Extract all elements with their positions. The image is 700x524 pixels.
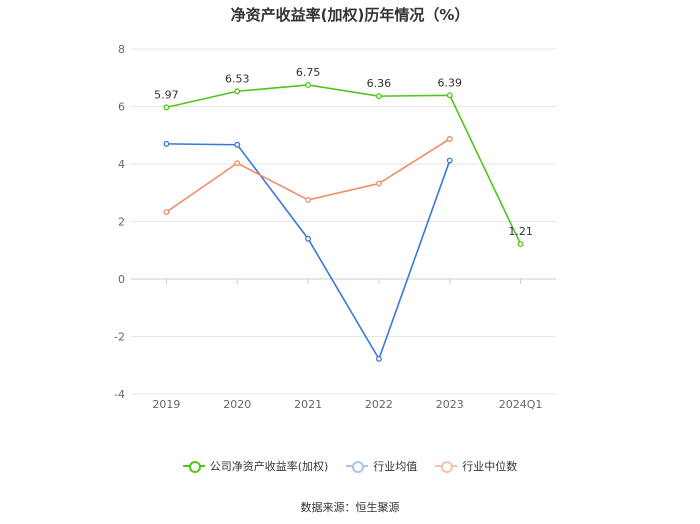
data-point-company-roe[interactable] — [305, 81, 312, 88]
series-company-roe — [163, 81, 524, 248]
legend-item-company-roe[interactable]: 公司净资产收益率(加权) — [182, 458, 329, 474]
grid-layer — [131, 48, 556, 395]
data-label-company-roe: 6.75 — [296, 66, 321, 79]
data-label-company-roe: 5.97 — [154, 88, 179, 101]
data-point-industry-mean[interactable] — [446, 157, 453, 164]
data-point-industry-mean[interactable] — [305, 235, 312, 242]
legend: 公司净资产收益率(加权) 行业均值 行业中位数 — [0, 458, 700, 474]
series-industry-mean — [163, 140, 453, 362]
x-tick-label: 2023 — [436, 398, 464, 411]
legend-label-company-roe: 公司净资产收益率(加权) — [209, 460, 329, 473]
y-tick-label: 2 — [118, 216, 125, 229]
x-tick-label: 2024Q1 — [499, 398, 543, 411]
data-label-company-roe: 6.39 — [438, 76, 463, 89]
x-tick-label: 2022 — [365, 398, 393, 411]
data-label-layer: 5.97 6.53 6.75 6.36 6.39 1.21 — [154, 66, 533, 238]
data-label-company-roe: 6.36 — [367, 77, 392, 90]
legend-item-industry-mean[interactable]: 行业均值 — [346, 458, 417, 474]
legend-label-industry-mean: 行业均值 — [373, 460, 418, 473]
data-point-company-roe[interactable] — [375, 93, 382, 100]
legend-swatch-industry-mean — [346, 461, 369, 473]
data-point-industry-mean[interactable] — [234, 141, 241, 148]
legend-label-industry-median: 行业中位数 — [462, 460, 518, 473]
chart-title: 净资产收益率(加权)历年情况（%） — [230, 6, 470, 24]
data-point-industry-mean[interactable] — [375, 355, 382, 362]
data-point-industry-median[interactable] — [163, 209, 170, 215]
y-tick-label: 4 — [118, 158, 125, 171]
data-point-company-roe[interactable] — [517, 241, 524, 248]
series-industry-median — [163, 136, 453, 215]
series-layer — [163, 81, 524, 362]
data-point-industry-median[interactable] — [305, 196, 312, 203]
data-label-company-roe: 6.53 — [225, 72, 250, 85]
legend-item-industry-median[interactable]: 行业中位数 — [435, 458, 517, 474]
y-tick-label: 6 — [118, 101, 125, 114]
y-tick-label: 0 — [118, 273, 125, 286]
series-line-industry-mean — [166, 143, 451, 361]
axis-layer: 8 6 4 2 0 -2 -4 2019 2020 2021 2022 2023 2024Q1 — [114, 43, 542, 411]
x-tick-label: 2021 — [294, 398, 322, 411]
legend-swatch-company-roe — [182, 461, 205, 473]
data-point-company-roe[interactable] — [234, 88, 241, 95]
y-tick-label: -4 — [114, 388, 125, 401]
data-point-industry-median[interactable] — [375, 180, 382, 187]
legend-swatch-industry-median — [435, 461, 458, 473]
data-label-company-roe: 1.21 — [508, 225, 533, 238]
y-tick-label: 8 — [118, 43, 125, 56]
series-line-company-roe — [166, 84, 522, 245]
data-point-industry-median[interactable] — [234, 160, 241, 167]
data-point-company-roe[interactable] — [163, 104, 170, 111]
data-point-industry-median[interactable] — [446, 136, 453, 142]
x-tick-label: 2019 — [152, 398, 180, 411]
x-tick-label: 2020 — [223, 398, 251, 411]
data-point-company-roe[interactable] — [446, 92, 453, 99]
data-point-industry-mean[interactable] — [163, 140, 170, 147]
data-source: 数据来源：恒生聚源 — [300, 501, 400, 514]
y-tick-label: -2 — [114, 331, 125, 344]
